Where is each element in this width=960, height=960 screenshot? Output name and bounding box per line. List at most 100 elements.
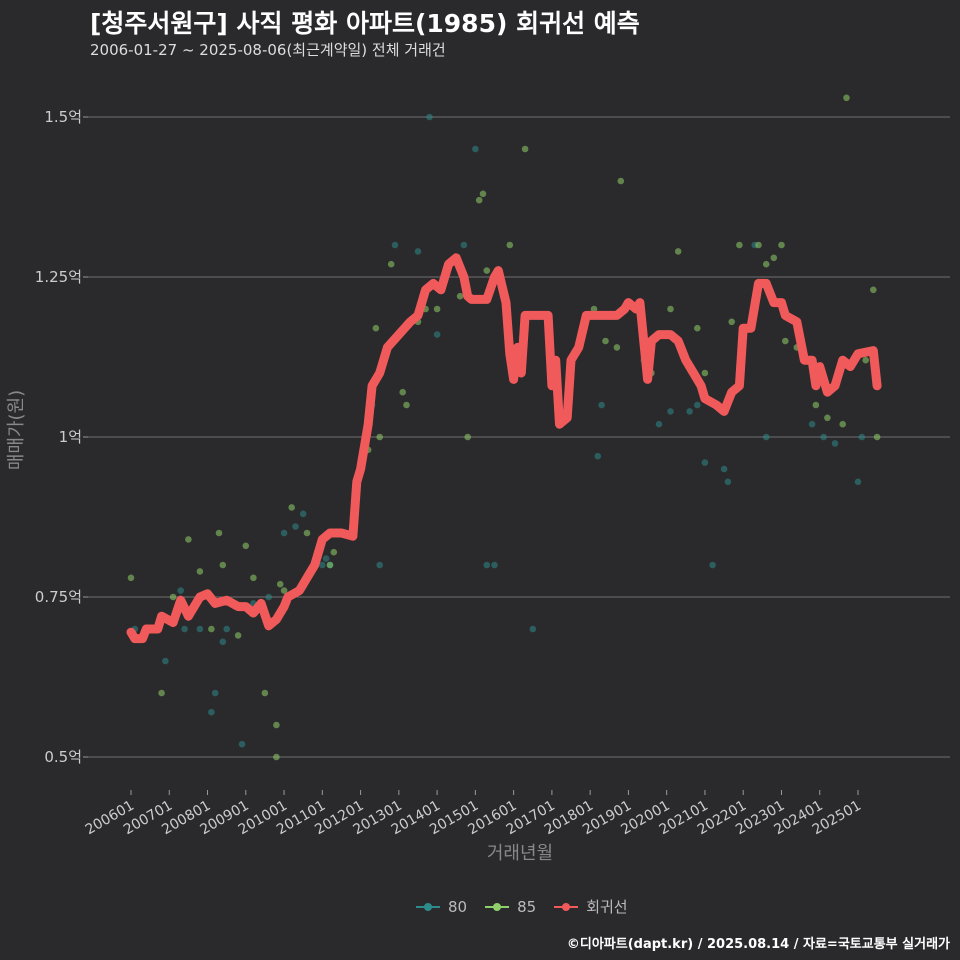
point-85-43 xyxy=(694,324,701,332)
point-85-17 xyxy=(303,529,311,537)
y-tick-label-0: 0.5억 xyxy=(44,748,82,766)
point-80-30 xyxy=(598,401,605,409)
point-85-19 xyxy=(330,548,338,556)
point-85-10 xyxy=(250,574,257,582)
point-85-25 xyxy=(403,401,410,409)
point-80-29 xyxy=(594,452,602,460)
point-85-4 xyxy=(196,568,204,575)
point-85-55 xyxy=(839,420,846,428)
point-80-12 xyxy=(280,529,288,537)
point-85-9 xyxy=(242,542,250,550)
point-85-56 xyxy=(843,94,850,102)
point-80-28 xyxy=(529,625,537,633)
point-85-48 xyxy=(762,260,770,268)
point-85-0 xyxy=(127,574,135,582)
chart-title: [청주서원구] 사직 평화 아파트(1985) 회귀선 예측 xyxy=(90,9,640,38)
point-85-37 xyxy=(602,337,609,345)
point-85-49 xyxy=(770,254,778,262)
point-80-1 xyxy=(162,657,169,665)
point-80-4 xyxy=(196,625,204,633)
point-80-23 xyxy=(433,331,441,338)
point-80-32 xyxy=(655,420,663,428)
point-80-37 xyxy=(709,561,716,569)
point-85-15 xyxy=(280,587,288,594)
point-85-11 xyxy=(261,689,269,697)
legend-item-85: 85 xyxy=(485,896,536,917)
point-85-8 xyxy=(234,632,242,639)
y-axis-label: 매매가(원) xyxy=(6,390,27,470)
point-80-45 xyxy=(854,478,862,486)
point-85-53 xyxy=(812,401,820,409)
point-85-42 xyxy=(674,248,682,255)
chart-subtitle: 2006-01-27 ~ 2025-08-06(최근계약일) 전체 거래건 xyxy=(90,41,446,59)
point-85-33 xyxy=(483,267,491,274)
regression-layer xyxy=(126,253,882,644)
point-80-5 xyxy=(208,708,215,716)
point-80-19 xyxy=(376,561,384,569)
point-85-29 xyxy=(456,292,464,300)
legend-key-80 xyxy=(416,900,440,914)
point-85-44 xyxy=(701,369,709,377)
point-85-7 xyxy=(219,561,227,569)
y-tick-label-2: 1억 xyxy=(59,428,82,446)
x-axis: 2006012007012008012009012010012011012012… xyxy=(83,790,864,838)
point-85-2 xyxy=(169,593,177,601)
regression-line xyxy=(126,253,882,644)
point-80-3 xyxy=(181,625,188,633)
legend-label-regression: 회귀선 xyxy=(586,898,628,916)
point-80-14 xyxy=(299,510,307,518)
x-axis-label: 거래년월 xyxy=(487,843,553,864)
point-85-24 xyxy=(399,388,407,396)
point-85-22 xyxy=(376,433,384,441)
series-80-points xyxy=(131,113,866,748)
gridlines xyxy=(88,116,950,758)
point-80-27 xyxy=(491,561,498,569)
point-85-12 xyxy=(273,721,280,729)
legend-label-80: 80 xyxy=(448,897,468,916)
point-80-7 xyxy=(219,638,227,646)
legend-label-85: 85 xyxy=(517,897,537,916)
point-85-31 xyxy=(475,196,483,204)
point-80-22 xyxy=(426,113,433,121)
point-85-36 xyxy=(590,305,598,313)
point-85-34 xyxy=(506,241,514,249)
point-80-43 xyxy=(820,433,827,441)
source-caption: ©디아파트(dapt.kr) / 2025.08.14 / 자료=국토교통부 실… xyxy=(566,937,950,952)
point-80-8 xyxy=(223,625,230,633)
point-80-25 xyxy=(472,145,479,153)
point-85-23 xyxy=(387,260,395,268)
point-85-45 xyxy=(728,318,735,326)
point-80-20 xyxy=(391,241,399,249)
point-80-33 xyxy=(667,408,674,415)
point-80-35 xyxy=(694,401,701,409)
point-85-51 xyxy=(782,337,789,345)
point-85-47 xyxy=(755,241,762,249)
point-80-21 xyxy=(414,248,422,255)
point-85-32 xyxy=(479,190,487,198)
y-tick-label-1: 0.75억 xyxy=(35,588,82,606)
point-80-41 xyxy=(762,433,770,441)
point-80-6 xyxy=(211,689,219,697)
point-85-3 xyxy=(185,536,192,543)
point-85-30 xyxy=(464,433,472,441)
y-tick-label-4: 1.5억 xyxy=(44,108,82,126)
point-80-2 xyxy=(177,587,184,594)
point-85-1 xyxy=(158,689,165,697)
point-85-57 xyxy=(862,356,869,364)
point-85-6 xyxy=(215,529,223,537)
point-80-11 xyxy=(265,593,273,601)
point-80-24 xyxy=(460,241,468,249)
point-85-46 xyxy=(736,241,743,249)
point-80-15 xyxy=(319,561,326,569)
point-80-46 xyxy=(858,433,866,441)
point-80-38 xyxy=(720,465,728,473)
point-85-35 xyxy=(521,145,529,153)
point-85-16 xyxy=(288,504,296,511)
point-85-5 xyxy=(208,625,215,633)
point-85-21 xyxy=(372,324,380,332)
point-80-26 xyxy=(483,561,491,569)
point-85-54 xyxy=(824,414,831,422)
point-80-9 xyxy=(238,740,246,748)
legend-item-80: 80 xyxy=(416,896,467,917)
